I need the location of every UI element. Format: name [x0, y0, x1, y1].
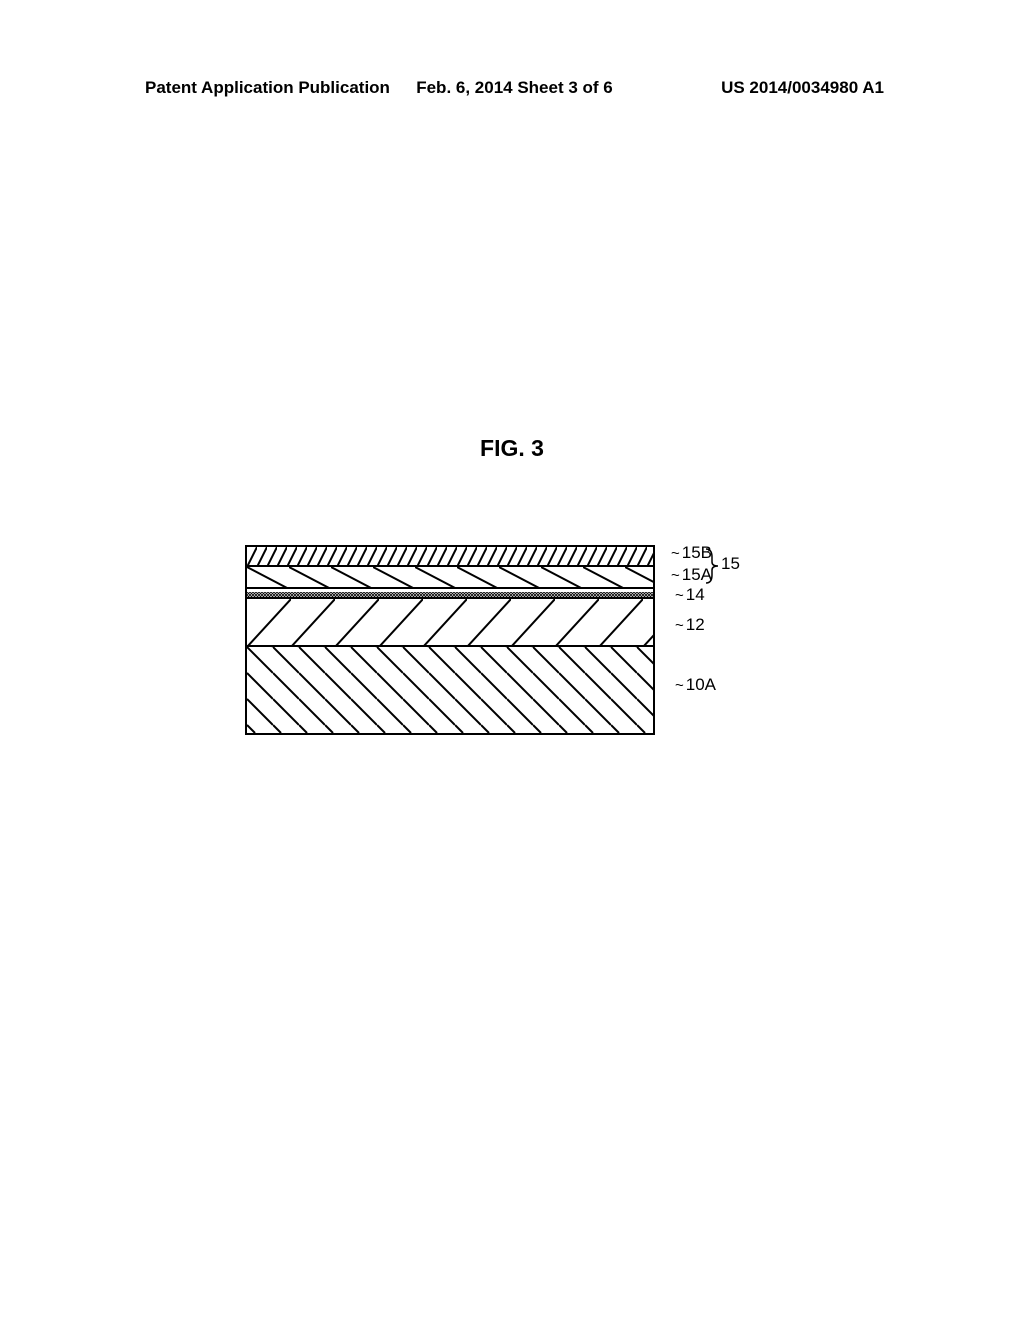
hatch-10a [247, 647, 653, 733]
tilde-icon: ~ [671, 545, 680, 562]
figure-title: FIG. 3 [0, 435, 1024, 462]
layer-15b [247, 547, 653, 567]
layer-15a [247, 567, 653, 589]
layer-14 [247, 589, 653, 599]
hatch-15a [247, 567, 653, 589]
tilde-icon: ~ [675, 617, 684, 634]
label-15-group: 15 [721, 554, 740, 574]
bracket-icon [704, 547, 720, 585]
header-left: Patent Application Publication [145, 78, 391, 98]
hatch-12 [247, 599, 653, 647]
layer-stack [245, 545, 655, 735]
page-header: Patent Application Publication Feb. 6, 2… [0, 78, 1024, 98]
label-12: ~12 [675, 615, 705, 635]
hatch-15b [247, 547, 653, 567]
layer-10a [247, 647, 653, 733]
tilde-icon: ~ [675, 677, 684, 694]
hatch-14 [247, 592, 653, 599]
header-right: US 2014/0034980 A1 [638, 78, 884, 98]
tilde-icon: ~ [675, 587, 684, 604]
diagram-container: ~15B ~15A ~14 ~12 ~10A 15 [245, 545, 785, 735]
label-14: ~14 [675, 585, 705, 605]
header-center: Feb. 6, 2014 Sheet 3 of 6 [391, 78, 637, 98]
label-10a: ~10A [675, 675, 716, 695]
tilde-icon: ~ [671, 567, 680, 584]
layer-12 [247, 599, 653, 647]
